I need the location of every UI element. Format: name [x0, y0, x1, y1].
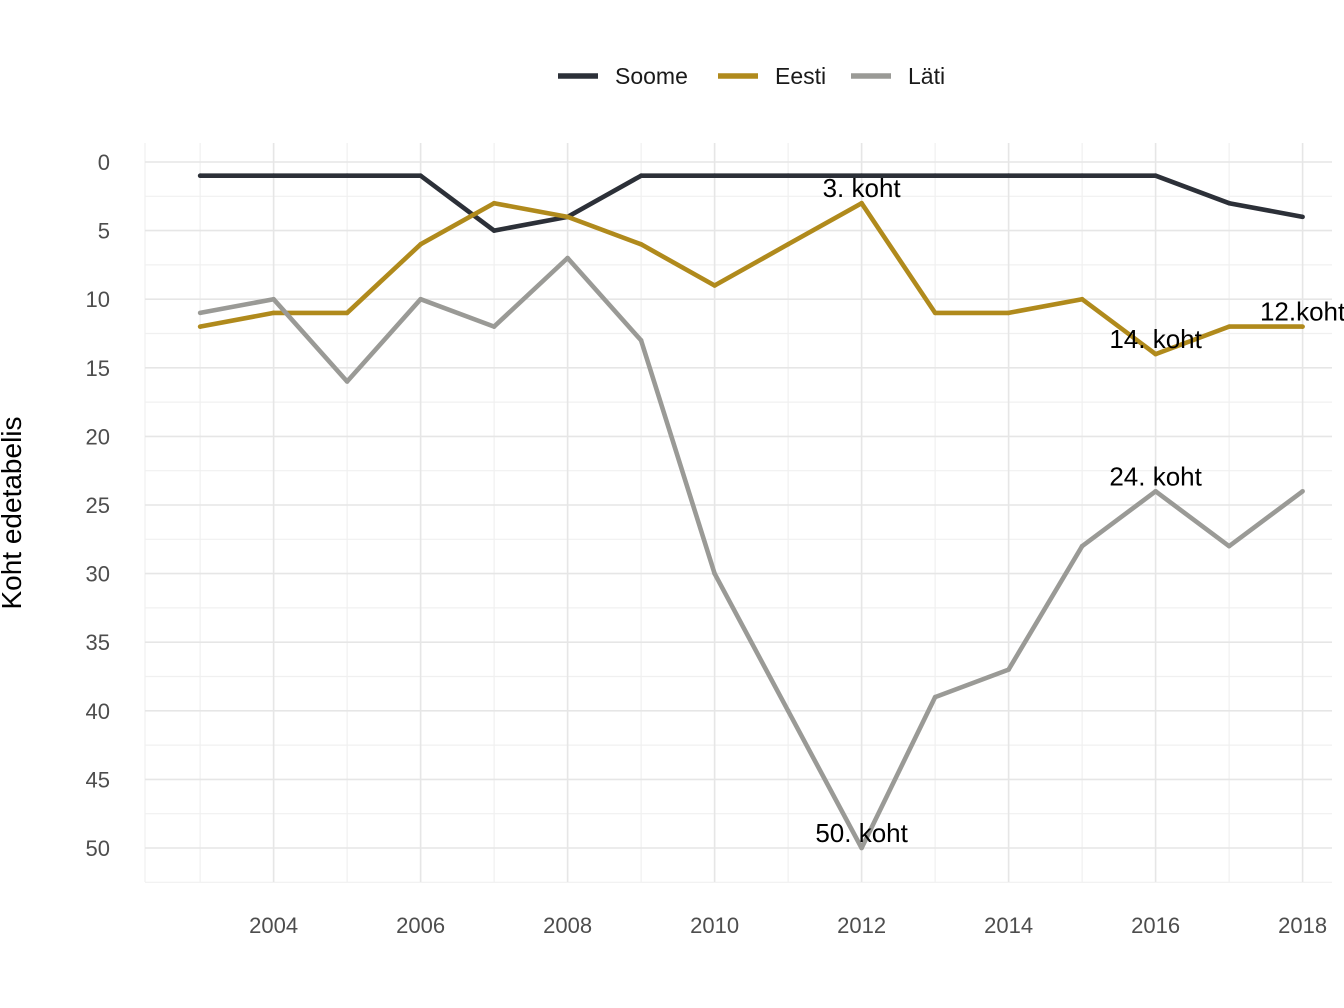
data-point-soome: [1226, 200, 1232, 206]
x-axis-tick-labels: 2004 2006 2008 2010 2012 2014 2016 2018: [249, 913, 1327, 938]
y-tick-label: 40: [86, 699, 110, 724]
y-tick-label: 50: [86, 836, 110, 861]
y-tick-label: 45: [86, 767, 110, 792]
data-point-eesti: [197, 324, 203, 329]
data-point-eesti: [932, 310, 938, 316]
data-point-l-ti: [491, 324, 497, 329]
data-point-soome: [932, 173, 938, 179]
y-tick-label: 20: [86, 424, 110, 449]
data-point-soome: [1300, 214, 1305, 220]
data-point-eesti: [418, 242, 423, 247]
data-point-l-ti: [565, 255, 570, 261]
minor-gridlines: [144, 143, 1332, 883]
legend: Soome Eesti Läti: [558, 63, 945, 89]
data-point-eesti: [1006, 310, 1011, 316]
legend-label: Läti: [908, 63, 945, 89]
x-tick-label: 2018: [1278, 913, 1327, 938]
data-point-l-ti: [1153, 488, 1158, 494]
data-point-l-ti: [859, 845, 864, 851]
annotations: 3. koht 12.koht 14. koht 24. koht 50. koht: [815, 173, 1344, 848]
data-point-l-ti: [418, 296, 423, 302]
data-point-eesti: [1226, 324, 1232, 329]
data-point-soome: [785, 173, 791, 179]
x-tick-label: 2008: [543, 913, 592, 938]
data-point-l-ti: [1006, 667, 1011, 672]
y-tick-label: 0: [98, 150, 110, 175]
x-tick-label: 2014: [984, 913, 1033, 938]
x-tick-label: 2016: [1131, 913, 1180, 938]
data-point-l-ti: [785, 708, 791, 714]
series-line-eesti: [199, 200, 1303, 357]
major-gridlines: [145, 143, 1332, 882]
data-point-eesti: [1153, 351, 1158, 357]
y-axis-title: Koht edetabelis: [0, 416, 27, 609]
legend-item: Eesti: [718, 63, 826, 89]
x-tick-label: 2004: [249, 913, 298, 938]
legend-item: Läti: [851, 63, 945, 89]
series-line-soome: [200, 173, 1304, 233]
series-line-l-ti: [199, 255, 1304, 851]
data-point-eesti: [491, 200, 497, 206]
data-point-l-ti: [1226, 543, 1232, 549]
data-point-l-ti: [344, 379, 350, 384]
data-point-l-ti: [712, 571, 717, 576]
legend-item: Soome: [558, 63, 688, 89]
y-tick-label: 10: [86, 287, 110, 312]
data-point-l-ti: [932, 694, 938, 700]
data-point-soome: [1079, 173, 1085, 179]
data-point-soome: [712, 173, 717, 179]
data-point-soome: [344, 173, 350, 179]
data-point-soome: [418, 173, 423, 179]
annotation-label: 14. koht: [1109, 324, 1202, 354]
data-point-eesti: [565, 214, 570, 220]
data-point-eesti: [785, 242, 791, 247]
data-point-soome: [859, 173, 864, 179]
y-tick-label: 25: [86, 493, 110, 518]
data-point-l-ti: [1079, 543, 1085, 549]
y-tick-label: 35: [86, 630, 110, 655]
y-axis-tick-labels: 0 5 10 15 20 25 30 35 40 45 50: [86, 150, 110, 861]
y-tick-label: 5: [98, 219, 110, 244]
data-point-soome: [1153, 173, 1158, 179]
data-point-eesti: [1079, 296, 1085, 302]
legend-label: Soome: [615, 63, 688, 89]
x-tick-label: 2006: [396, 913, 445, 938]
data-point-soome: [197, 173, 203, 179]
data-point-eesti: [712, 283, 717, 288]
x-tick-label: 2010: [690, 913, 739, 938]
annotation-label: 12.koht: [1260, 297, 1344, 327]
data-point-l-ti: [197, 310, 203, 316]
data-point-l-ti: [1300, 488, 1305, 494]
series-lines: [197, 173, 1305, 851]
data-point-eesti: [859, 200, 864, 206]
data-point-soome: [491, 228, 497, 233]
y-tick-label: 30: [86, 562, 110, 587]
y-tick-label: 15: [86, 356, 110, 381]
data-point-eesti: [271, 310, 276, 316]
annotation-label: 3. koht: [823, 173, 902, 203]
annotation-label: 24. koht: [1109, 461, 1202, 491]
data-point-eesti: [638, 242, 644, 247]
x-tick-label: 2012: [837, 913, 886, 938]
data-point-eesti: [344, 310, 350, 316]
data-point-eesti: [1300, 324, 1305, 329]
data-point-soome: [271, 173, 276, 179]
legend-label: Eesti: [775, 63, 826, 89]
data-point-l-ti: [638, 338, 644, 343]
data-point-l-ti: [271, 296, 276, 302]
annotation-label: 50. koht: [815, 818, 908, 848]
data-point-soome: [1006, 173, 1011, 179]
data-point-soome: [638, 173, 644, 179]
